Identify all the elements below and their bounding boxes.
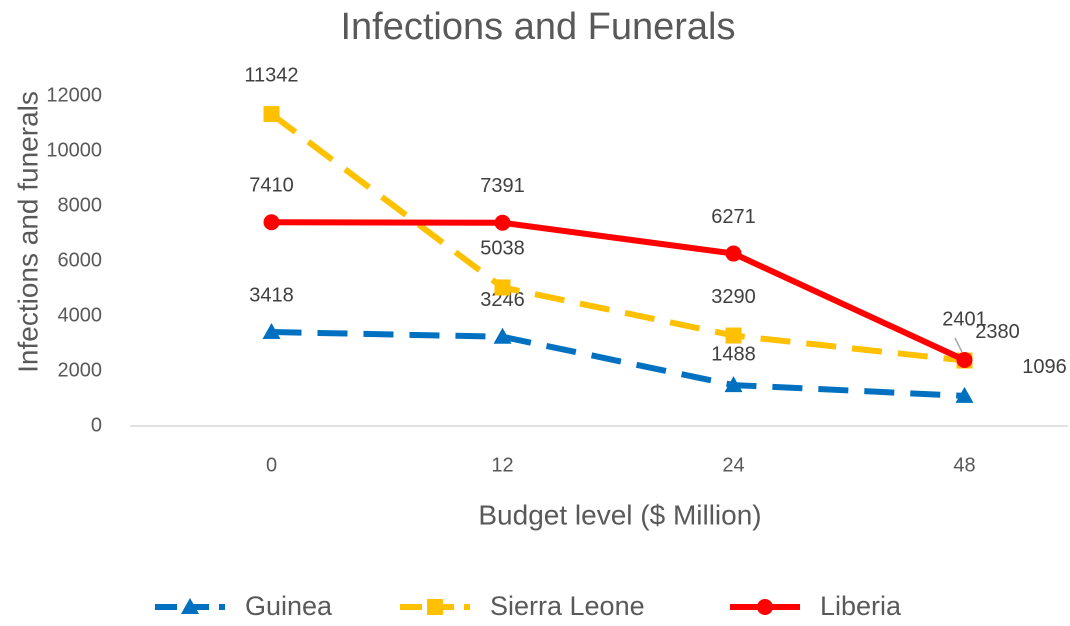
data-label: 6271: [711, 206, 756, 228]
y-tick-label: 6000: [58, 249, 103, 271]
chart-title: Infections and Funerals: [340, 6, 735, 48]
marker: [956, 351, 973, 368]
series-line: [269, 111, 965, 364]
marker: [181, 598, 199, 614]
marker: [955, 386, 974, 403]
marker: [494, 279, 511, 296]
marker: [263, 214, 280, 231]
x-tick-label: 0: [266, 454, 277, 476]
data-label: 3290: [711, 286, 756, 308]
leader-line: [954, 337, 963, 353]
y-tick-label: 0: [91, 414, 102, 436]
y-tick-label: 8000: [58, 194, 103, 216]
data-label: 7410: [249, 175, 294, 197]
series-line: [271, 329, 965, 399]
legend-item: Liberia: [730, 591, 902, 621]
y-tick-label: 12000: [46, 84, 102, 106]
legend-label: Liberia: [820, 591, 902, 621]
marker: [725, 327, 742, 344]
data-label: 1488: [711, 343, 756, 365]
data-label: 3246: [480, 289, 525, 311]
y-axis-label: Infections and funerals: [12, 91, 43, 373]
legend-item: Guinea: [155, 591, 333, 621]
data-label: 11342: [244, 64, 298, 86]
data-label: 5038: [480, 238, 525, 260]
marker: [724, 376, 743, 393]
series-line: [271, 219, 966, 363]
marker: [494, 214, 511, 231]
x-tick-label: 12: [491, 454, 513, 476]
marker: [263, 106, 280, 123]
data-label: 7391: [480, 175, 525, 197]
x-tick-label: 24: [722, 454, 744, 476]
legend-item: Sierra Leone: [400, 591, 645, 621]
y-tick-label: 4000: [58, 304, 103, 326]
x-tick-label: 48: [953, 454, 975, 476]
data-label: 3418: [249, 284, 294, 306]
y-tick-label: 2000: [58, 359, 103, 381]
marker: [757, 599, 773, 615]
marker: [262, 323, 281, 340]
marker: [427, 599, 443, 615]
legend-label: Guinea: [245, 591, 333, 621]
x-axis-label: Budget level ($ Million): [478, 499, 761, 530]
marker: [493, 327, 512, 344]
y-tick-label: 10000: [46, 139, 102, 161]
data-label: 2401: [942, 308, 987, 330]
data-label: 2380: [975, 321, 1020, 343]
data-label: 1096: [1022, 356, 1067, 378]
legend-label: Sierra Leone: [490, 591, 645, 621]
marker: [725, 245, 742, 262]
